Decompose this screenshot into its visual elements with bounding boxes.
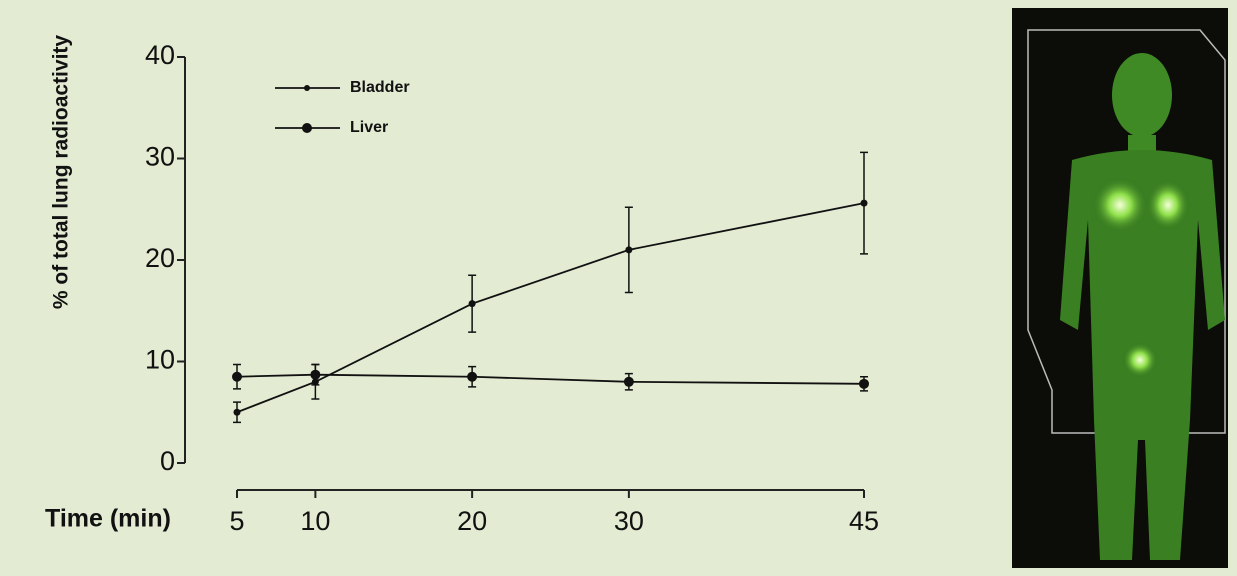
y-tick-label: 0 xyxy=(160,446,175,476)
x-axis-label: Time (min) xyxy=(45,505,171,533)
x-tick-label: 20 xyxy=(457,506,487,536)
x-tick-label: 10 xyxy=(300,506,330,536)
x-tick-label: 30 xyxy=(614,506,644,536)
y-tick-label: 10 xyxy=(145,345,175,375)
data-point xyxy=(859,379,869,389)
data-point xyxy=(861,200,868,207)
legend-label: Bladder xyxy=(350,79,410,96)
y-tick-label: 30 xyxy=(145,142,175,172)
y-tick-label: 20 xyxy=(145,243,175,273)
x-tick-label: 45 xyxy=(849,506,879,536)
x-tick-label: 5 xyxy=(229,506,244,536)
data-point xyxy=(234,409,241,416)
data-point xyxy=(469,300,476,307)
legend-label: Liver xyxy=(350,119,388,136)
data-point xyxy=(624,377,634,387)
chart: % of total lung radioactivity Time (min)… xyxy=(0,0,1237,576)
body-scan-image xyxy=(1012,8,1228,568)
y-axis-label: % of total lung radioactivity xyxy=(50,35,73,310)
data-point xyxy=(625,246,632,253)
data-point xyxy=(310,370,320,380)
y-tick-label: 40 xyxy=(145,40,175,70)
legend-marker xyxy=(302,123,312,133)
data-point xyxy=(467,372,477,382)
data-point xyxy=(232,372,242,382)
legend-marker xyxy=(304,85,310,91)
